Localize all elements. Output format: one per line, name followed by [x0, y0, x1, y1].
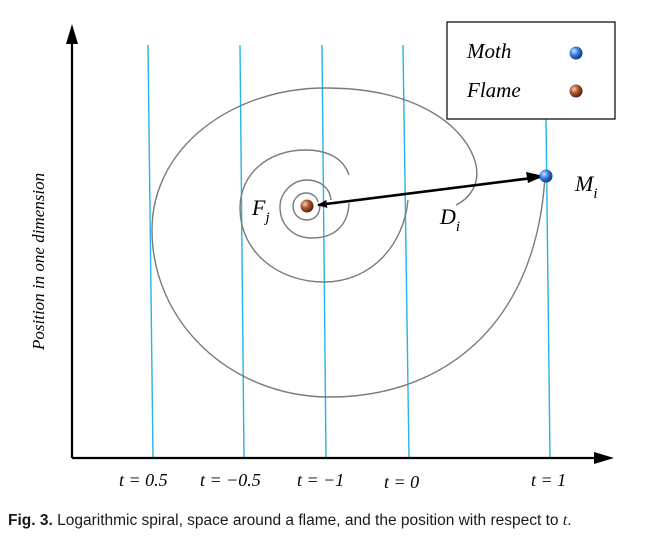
t-label-0: t = 0 — [384, 472, 419, 492]
caption-text: Logarithmic spiral, space around a flame… — [57, 512, 559, 529]
figure-3-diagram: Position in one dimension t = 0.5 t = −0… — [29, 21, 616, 492]
moth-symbol: M — [574, 171, 595, 196]
figure-caption: Fig. 3. Logarithmic spiral, space around… — [8, 512, 653, 530]
legend-flame-marker — [569, 84, 583, 98]
axes — [66, 24, 614, 464]
moth-label: Mi — [574, 171, 598, 202]
x-axis-arrow — [594, 452, 614, 464]
legend-moth-label: Moth — [466, 39, 511, 63]
distance-label: Di — [439, 204, 460, 235]
distance-symbol: D — [439, 204, 456, 229]
t-label-minus-1: t = −1 — [297, 470, 344, 490]
flame-symbol: F — [251, 195, 266, 220]
t-label-0.5: t = 0.5 — [119, 470, 168, 490]
log-spiral — [151, 87, 546, 398]
distance-arrow — [317, 175, 541, 208]
t-line-minus-1 — [321, 44, 327, 459]
distance-subscript: i — [456, 219, 460, 235]
distance-arrow-head-moth — [526, 172, 544, 183]
legend-moth-marker — [569, 46, 583, 60]
y-axis-label: Position in one dimension — [29, 173, 48, 351]
moth-subscript: i — [593, 186, 597, 202]
t-line-0 — [402, 44, 410, 459]
caption-prefix: Fig. 3. — [8, 512, 53, 529]
legend-box — [446, 21, 616, 120]
caption-variable: t — [562, 512, 568, 529]
moth-dot — [539, 169, 553, 183]
flame-dot — [300, 199, 314, 213]
legend-flame-label: Flame — [466, 78, 521, 102]
t-label-minus-0.5: t = −0.5 — [200, 470, 261, 490]
caption-end: . — [567, 512, 572, 529]
flame-label: Fj — [251, 195, 270, 226]
flame-subscript: j — [263, 210, 269, 226]
t-line-0.5 — [147, 44, 154, 459]
legend: Moth Flame — [446, 21, 616, 120]
t-line-1 — [545, 117, 551, 459]
y-axis-arrow — [66, 24, 78, 44]
t-line-minus-0.5 — [239, 44, 245, 459]
t-label-1: t = 1 — [531, 470, 566, 490]
